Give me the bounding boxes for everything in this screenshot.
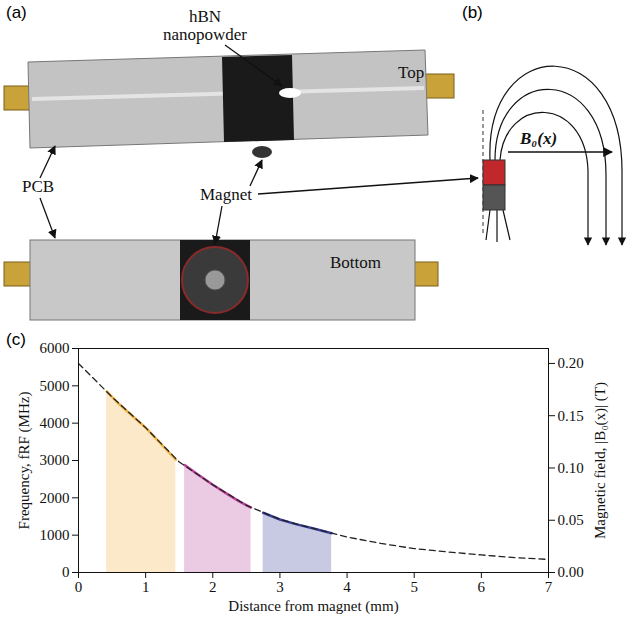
svg-text:5: 5 [410,579,418,595]
svg-text:0.00: 0.00 [558,564,584,580]
svg-text:2000: 2000 [40,490,70,506]
svg-text:0: 0 [75,579,83,595]
svg-text:5000: 5000 [40,378,70,394]
svg-text:Distance from magnet (mm): Distance from magnet (mm) [228,598,398,615]
svg-text:(a): (a) [6,3,27,22]
svg-text:1000: 1000 [40,527,70,543]
svg-text:3000: 3000 [40,452,70,468]
svg-text:PCB: PCB [22,177,54,196]
svg-text:0.10: 0.10 [558,460,584,476]
svg-text:7: 7 [545,579,553,595]
svg-text:0: 0 [62,564,70,580]
svg-text:6000: 6000 [40,340,70,356]
html-text:(c): (c) [6,330,26,349]
svg-text:nanopowder: nanopowder [163,25,247,44]
svg-text:4000: 4000 [40,415,70,431]
svg-text:(b): (b) [462,3,483,22]
svg-text:1: 1 [142,579,150,595]
svg-text:Bottom: Bottom [330,253,381,272]
svg-text:Magnetic field, |B₀(x)| (T): Magnetic field, |B₀(x)| (T) [592,382,609,539]
svg-text:4: 4 [343,579,351,595]
svg-text:B₀(x): B₀(x) [519,129,557,148]
svg-text:2: 2 [209,579,217,595]
svg-text:6: 6 [478,579,486,595]
svg-text:3: 3 [276,579,284,595]
svg-text:0.20: 0.20 [558,355,584,371]
svg-text:Frequency, fRF (MHz): Frequency, fRF (MHz) [16,392,33,530]
svg-text:Magnet: Magnet [200,185,252,204]
svg-text:hBN: hBN [189,7,221,26]
svg-text:Top: Top [398,63,424,82]
svg-text:0.15: 0.15 [558,408,584,424]
svg-text:0.05: 0.05 [558,512,584,528]
